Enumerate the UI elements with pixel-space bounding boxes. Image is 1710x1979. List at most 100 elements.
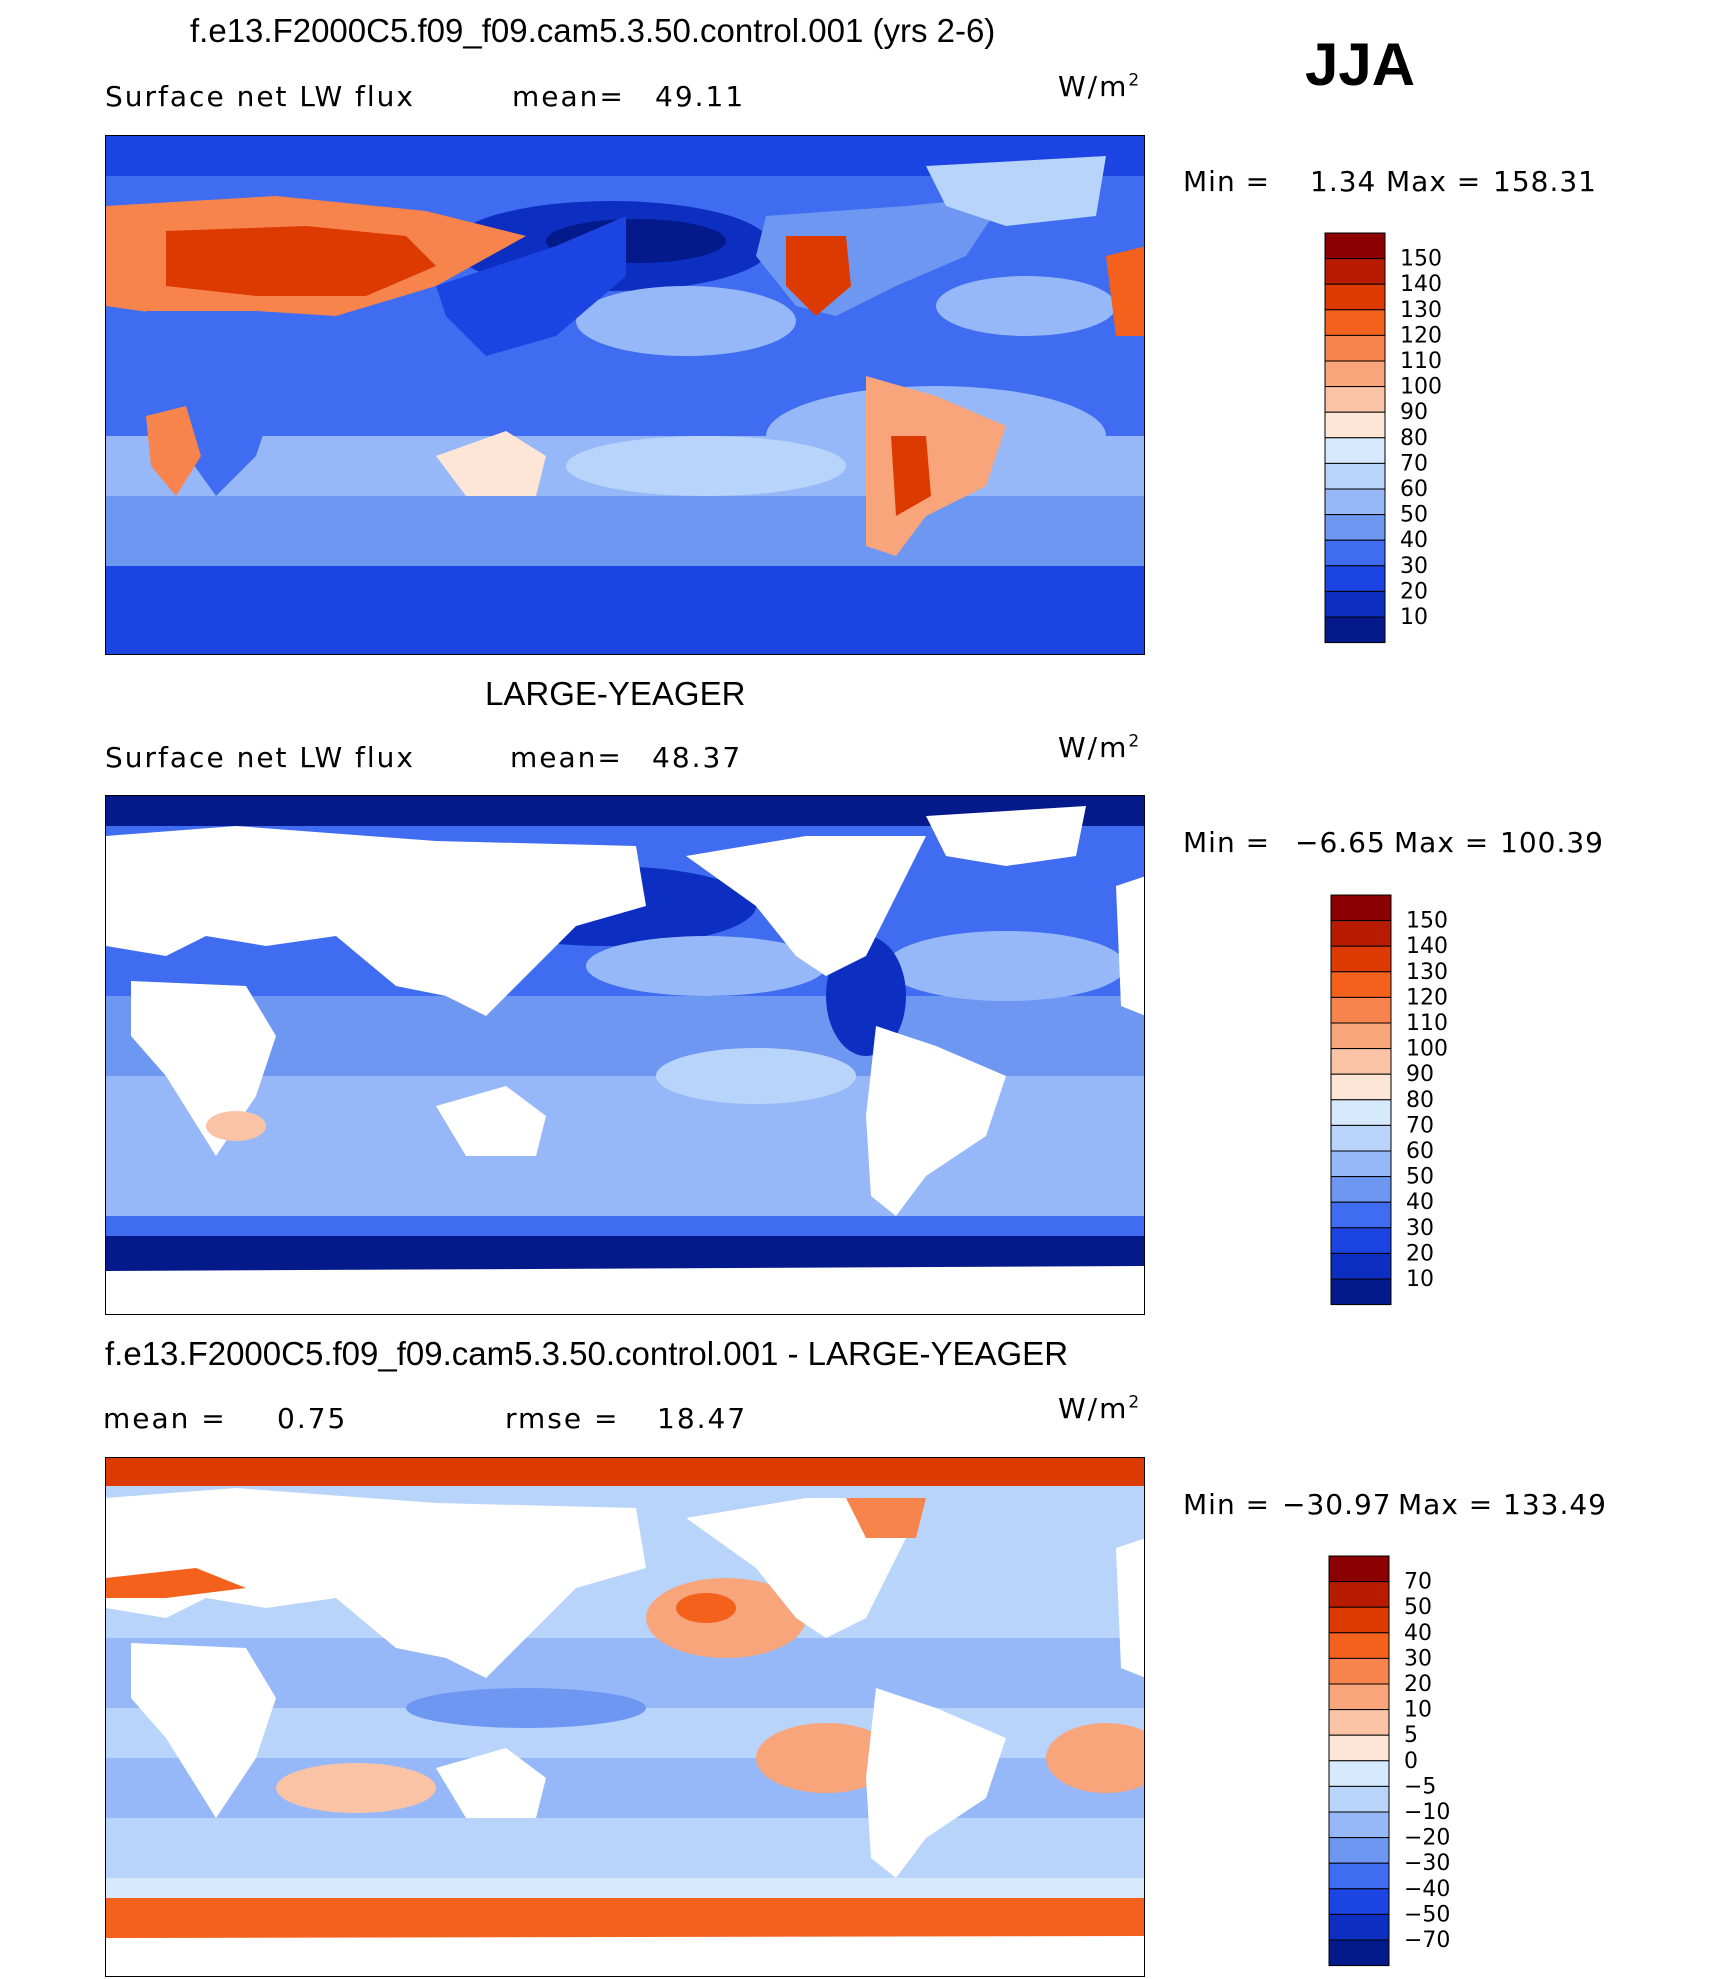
colorbar-box (1330, 1201, 1392, 1229)
colorbar-box (1328, 1734, 1390, 1762)
colorbar-label: 30 (1404, 1646, 1432, 1671)
colorbar-box (1324, 514, 1386, 541)
colorbar-label: 0 (1404, 1749, 1418, 1774)
colorbar-label: 80 (1406, 1088, 1434, 1113)
colorbar-box (1324, 462, 1386, 490)
colorbar-box (1328, 1709, 1390, 1736)
panel1-min-value: 1.34 (1310, 165, 1377, 198)
colorbar-box (1328, 1811, 1390, 1839)
colorbar-box (1324, 334, 1386, 362)
colorbar-label: 120 (1400, 323, 1442, 348)
colorbar-box (1330, 1124, 1392, 1152)
colorbar-box (1328, 1760, 1390, 1787)
colorbar-box (1328, 1939, 1390, 1967)
colorbar-label: 150 (1406, 909, 1448, 934)
colorbar-label: 40 (1404, 1621, 1432, 1646)
colorbar-box (1324, 590, 1386, 618)
colorbar-label: 90 (1400, 400, 1428, 425)
colorbar-label: 10 (1404, 1698, 1432, 1723)
colorbar-label: −50 (1404, 1902, 1450, 1927)
colorbar-box (1324, 283, 1386, 311)
colorbar-box (1324, 616, 1386, 644)
panel2-field (106, 796, 1144, 1314)
panel1-mean-value: 49.11 (655, 80, 746, 113)
panel1-max-value: 158.31 (1493, 165, 1597, 198)
colorbar-label: −20 (1404, 1826, 1450, 1851)
panel2-units: W/m2 (1058, 731, 1142, 764)
panel3-min-value: −30.97 (1282, 1488, 1392, 1521)
colorbar-box (1330, 1176, 1392, 1203)
panel2-map (105, 795, 1145, 1315)
colorbar-label: 50 (1400, 503, 1428, 528)
panel3-field (106, 1458, 1144, 1976)
colorbar-box (1330, 1278, 1392, 1306)
panel1-map (105, 135, 1145, 655)
colorbar-label: −5 (1404, 1774, 1436, 1799)
colorbar-label: 140 (1406, 934, 1448, 959)
colorbar-box (1330, 1022, 1392, 1050)
colorbar-label: 70 (1400, 451, 1428, 476)
panel3-units: W/m2 (1058, 1392, 1142, 1425)
colorbar-box (1324, 232, 1386, 260)
colorbar-label: 60 (1400, 477, 1428, 502)
panel2-min-label: Min = (1183, 826, 1271, 859)
colorbar-box (1330, 1073, 1392, 1101)
colorbar-box (1330, 1150, 1392, 1178)
panel2-max-label: Max = (1394, 826, 1490, 859)
colorbar-label: 50 (1406, 1165, 1434, 1190)
colorbar-label: 110 (1406, 1011, 1448, 1036)
colorbar-box (1328, 1913, 1390, 1941)
colorbar-label: 50 (1404, 1595, 1432, 1620)
panel1-colorbar: 150 140 130 120 110 100 90 80 70 60 50 40 30 20 10 (1324, 232, 1525, 645)
panel1-field (106, 136, 1144, 654)
panel3-colorbar: 70 50 40 30 20 10 5 0 −5 −10 −20 −30 −40 −50 −70 (1328, 1555, 1529, 1968)
colorbar-box (1330, 1227, 1392, 1254)
colorbar-box (1328, 1657, 1390, 1685)
colorbar-box (1324, 488, 1386, 516)
colorbar-label: 10 (1406, 1267, 1434, 1292)
panel3-max-value: 133.49 (1503, 1488, 1607, 1521)
panel2-mean-value: 48.37 (652, 741, 743, 774)
panel1-variable: Surface net LW flux (105, 80, 415, 113)
colorbar-label: 130 (1400, 298, 1442, 323)
colorbar-label: 20 (1404, 1672, 1432, 1697)
colorbar-box (1328, 1683, 1390, 1711)
colorbar-label: 80 (1400, 426, 1428, 451)
colorbar-label: 90 (1406, 1062, 1434, 1087)
colorbar-box (1328, 1837, 1390, 1864)
colorbar-box (1330, 894, 1392, 922)
colorbar-box (1324, 360, 1386, 388)
colorbar-box (1324, 411, 1386, 439)
colorbar-box (1330, 920, 1392, 947)
colorbar-label: 120 (1406, 985, 1448, 1010)
panel3-rmse-label: rmse = (505, 1402, 620, 1435)
panel3-mean-value: 0.75 (277, 1402, 348, 1435)
panel1-min-label: Min = (1183, 165, 1271, 198)
colorbar-label: −40 (1404, 1877, 1450, 1902)
panel3-rmse-value: 18.47 (657, 1402, 748, 1435)
colorbar-label: 5 (1404, 1723, 1418, 1748)
colorbar-box (1328, 1581, 1390, 1608)
colorbar-box (1324, 437, 1386, 464)
colorbar-label: 70 (1404, 1570, 1432, 1595)
colorbar-label: 40 (1400, 528, 1428, 553)
colorbar-box (1330, 996, 1392, 1024)
colorbar-box (1324, 309, 1386, 336)
colorbar-box (1324, 258, 1386, 285)
colorbar-label: −30 (1404, 1851, 1450, 1876)
colorbar-box (1330, 971, 1392, 998)
panel1-units: W/m2 (1058, 70, 1142, 103)
colorbar-box (1324, 565, 1386, 592)
colorbar-box (1328, 1555, 1390, 1583)
panel3-mean-label: mean = (103, 1402, 227, 1435)
colorbar-label: −10 (1404, 1800, 1450, 1825)
panel3-title: f.e13.F2000C5.f09_f09.cam5.3.50.control.… (105, 1335, 1069, 1372)
season-label: JJA (1305, 31, 1416, 98)
colorbar-label: 100 (1406, 1037, 1448, 1062)
colorbar-box (1324, 386, 1386, 413)
colorbar-box (1324, 539, 1386, 567)
colorbar-label: 100 (1400, 375, 1442, 400)
colorbar-label: 140 (1400, 272, 1442, 297)
colorbar-box (1328, 1632, 1390, 1659)
